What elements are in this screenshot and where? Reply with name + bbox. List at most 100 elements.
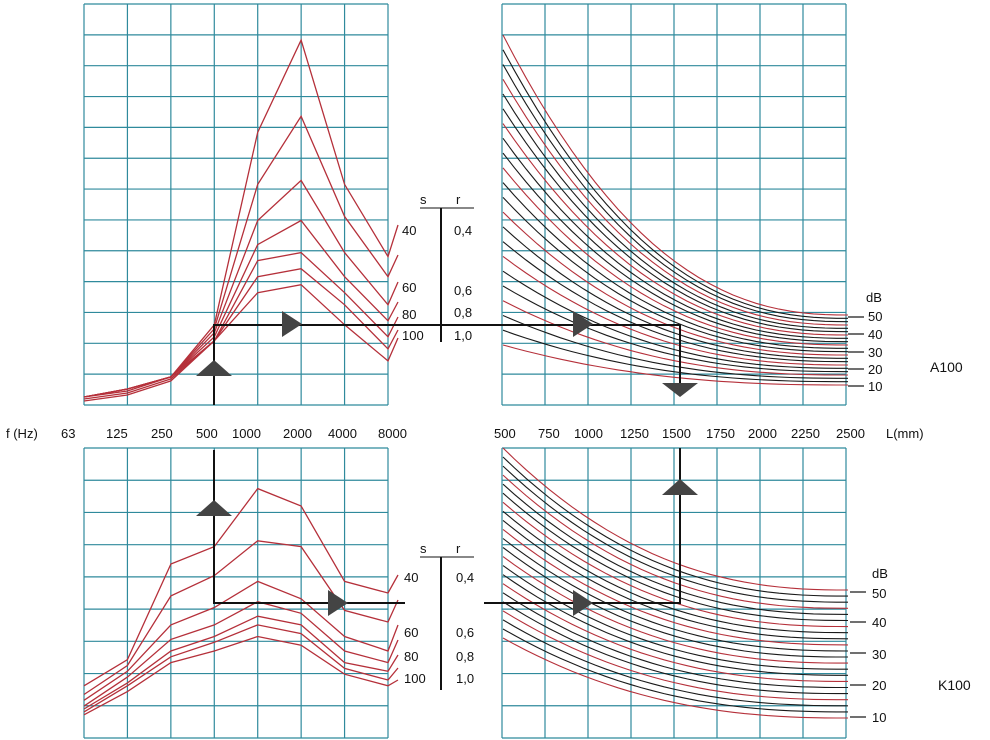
freq-tick-2000: 2000 (283, 426, 312, 441)
sr-scale-bottom: s r 40 60 80 100 0,4 0,6 0,8 1,0 (404, 541, 474, 690)
length-tick-2250: 2250 (791, 426, 820, 441)
freq-tick-4000: 4000 (328, 426, 357, 441)
length-curve-line (502, 592, 848, 689)
db-tick-10-top: 10 (868, 379, 882, 394)
freq-tick-125: 125 (106, 426, 128, 441)
length-curve-line (502, 501, 849, 628)
length-curve-line (502, 447, 848, 591)
length-curve-line (502, 465, 848, 603)
length-curve-line (502, 583, 848, 682)
length-curve-line (502, 79, 849, 326)
length-curve-line (502, 64, 849, 323)
r-value-06-top: 0,6 (454, 283, 472, 298)
db-tick-30-bottom: 30 (872, 647, 886, 662)
length-curve-line (502, 241, 849, 363)
length-tick-500: 500 (494, 426, 516, 441)
s-value-40-bottom: 40 (404, 570, 418, 585)
db-scale-bottom: dB 50 40 30 20 10 (872, 566, 888, 725)
length-curve-line (502, 167, 849, 346)
length-curve-line (502, 619, 848, 707)
path-line-bottom-left (213, 450, 405, 604)
db-tick-marks (848, 316, 866, 718)
s-value-60-bottom: 60 (404, 625, 418, 640)
freq-curve-line (83, 251, 399, 398)
path-line-bottom-right (484, 448, 681, 604)
length-curve-line (502, 474, 849, 609)
length-curve-line (502, 574, 848, 676)
length-axis: 500 750 1000 1250 1500 1750 2000 2250 25… (494, 426, 924, 441)
length-tick-1250: 1250 (620, 426, 649, 441)
db-unit-top: dB (866, 290, 882, 305)
freq-curves-top (83, 38, 399, 402)
grid-top-right (501, 3, 847, 406)
sr-scale-top: s r 40 60 80 100 0,4 0,6 0,8 1,0 (402, 192, 474, 343)
freq-tick-1000: 1000 (232, 426, 261, 441)
length-tick-1000: 1000 (574, 426, 603, 441)
length-curve-line (502, 255, 848, 366)
length-curve-line (502, 270, 848, 369)
length-curve-line (502, 601, 848, 695)
r-value-08-top: 0,8 (454, 305, 472, 320)
freq-curve-line (83, 179, 399, 398)
length-curve-line (502, 182, 848, 349)
length-curve-line (502, 456, 848, 597)
r-header-top: r (456, 192, 461, 207)
freq-curve-line (83, 580, 399, 701)
r-value-04-top: 0,4 (454, 223, 472, 238)
s-value-80-top: 80 (402, 307, 416, 322)
length-tick-2500: 2500 (836, 426, 865, 441)
panel-label-k100: K100 (938, 677, 971, 693)
freq-curve-line (83, 284, 399, 402)
arrow-right-icon (328, 590, 348, 616)
r-header-bottom: r (456, 541, 461, 556)
length-curve-line (502, 137, 848, 339)
freq-curve-line (83, 540, 399, 696)
length-curve-line (502, 34, 849, 316)
freq-curve-line (83, 624, 399, 713)
db-tick-50-top: 50 (868, 309, 882, 324)
freq-curve-line (83, 601, 399, 707)
db-tick-40-bottom: 40 (872, 615, 886, 630)
length-curve-line (502, 226, 848, 359)
length-curve-line (502, 152, 849, 343)
length-curve-line (502, 300, 848, 376)
length-curve-line (502, 123, 849, 336)
s-value-100-top: 100 (402, 328, 424, 343)
r-value-10-bottom: 1,0 (456, 671, 474, 686)
db-tick-10-bottom: 10 (872, 710, 886, 725)
length-curve-line (502, 565, 848, 670)
r-value-06-bottom: 0,6 (456, 625, 474, 640)
length-curve-line (502, 610, 848, 701)
length-tick-1750: 1750 (706, 426, 735, 441)
length-curve-line (502, 492, 849, 622)
arrow-right-icon (282, 311, 302, 337)
length-curve-line (502, 211, 848, 356)
length-curve-line (502, 628, 848, 713)
r-value-04-bottom: 0,4 (456, 570, 474, 585)
length-curve-line (502, 344, 848, 386)
length-curve-line (502, 285, 849, 373)
r-value-08-bottom: 0,8 (456, 649, 474, 664)
s-value-80-bottom: 80 (404, 649, 418, 664)
arrow-up-icon (196, 500, 232, 516)
db-scale-top: dB 50 40 30 20 10 (866, 290, 882, 394)
grid-top-left (83, 3, 389, 406)
length-curve-line (502, 483, 849, 615)
length-axis-title: L(mm) (886, 426, 924, 441)
freq-tick-8000: 8000 (378, 426, 407, 441)
length-tick-1500: 1500 (662, 426, 691, 441)
grid-bottom-left (83, 447, 389, 739)
length-curve-line (502, 510, 849, 634)
panel-label-a100: A100 (930, 359, 963, 375)
length-curve-line (502, 637, 848, 719)
length-curve-line (502, 528, 849, 646)
s-value-60-top: 60 (402, 280, 416, 295)
freq-curve-line (83, 635, 399, 716)
s-value-100-bottom: 100 (404, 671, 426, 686)
db-unit-bottom: dB (872, 566, 888, 581)
db-tick-50-bottom: 50 (872, 586, 886, 601)
s-header-bottom: s (420, 541, 427, 556)
arrow-right-icon (573, 311, 593, 337)
freq-curve-line (83, 268, 399, 400)
